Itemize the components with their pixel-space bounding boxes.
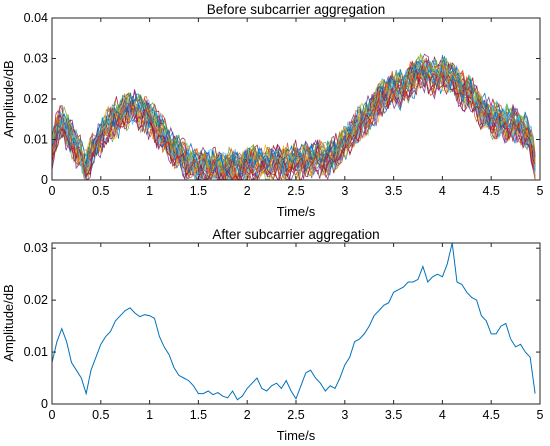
y-tick-label: 0 — [41, 397, 48, 411]
subcarrier-line — [51, 62, 536, 180]
x-tick-label: 0 — [49, 408, 56, 422]
x-tick-label: 1 — [146, 408, 153, 422]
y-tick-label: 0.02 — [24, 293, 48, 307]
x-tick-label: 1.5 — [190, 408, 207, 422]
x-tick-label: 3.5 — [385, 408, 402, 422]
y-axis-label-after: Amplitude/dB — [1, 284, 16, 361]
subcarrier-line — [51, 72, 536, 181]
y-tick-label: 0.04 — [24, 11, 48, 25]
x-tick-label: 2.5 — [287, 408, 304, 422]
x-tick-label: 4.5 — [483, 408, 500, 422]
axis-ticks-before: 0 0.5 1 1.5 2 2.5 3 3.5 4 4.5 5 0 0.01 0.02 0.03 0.04 — [24, 11, 544, 198]
x-tick-label: 2.5 — [287, 184, 304, 198]
x-tick-label: 0 — [49, 184, 56, 198]
x-tick-label: 4.5 — [483, 184, 500, 198]
x-tick-label: 1.5 — [190, 184, 207, 198]
chart-title-after: After subcarrier aggregation — [212, 227, 379, 242]
plot-frame-after — [51, 242, 541, 405]
x-tick-label: 3 — [341, 408, 348, 422]
x-tick-label: 4 — [439, 408, 446, 422]
y-tick-label: 0.02 — [24, 92, 48, 106]
x-tick-label: 4 — [439, 184, 446, 198]
x-tick-label: 0.5 — [92, 184, 109, 198]
x-tick-label: 3.5 — [385, 184, 402, 198]
x-tick-label: 2 — [244, 408, 251, 422]
aggregated-line — [51, 242, 536, 401]
x-tick-label: 5 — [537, 408, 544, 422]
chart-after-aggregation: After subcarrier aggregation 0 0.5 1 1.5 2 2.… — [1, 227, 544, 443]
y-axis-label-before: Amplitude/dB — [1, 60, 16, 137]
aggregated-series-line — [51, 242, 536, 401]
x-tick-label: 0.5 — [92, 408, 109, 422]
multi-subcarrier-lines — [51, 52, 536, 181]
y-tick-label: 0.03 — [24, 52, 48, 66]
y-tick-label: 0.03 — [24, 241, 48, 255]
chart-before-aggregation: Before subcarrier aggregation 0 0.5 1 1.5 2 2… — [1, 2, 544, 219]
x-tick-label: 2 — [244, 184, 251, 198]
axis-ticks-after: 0 0.5 1 1.5 2 2.5 3 3.5 4 4.5 5 0 0.01 0.02 0.03 — [24, 241, 544, 422]
x-tick-label: 1 — [146, 184, 153, 198]
subcarrier-line — [51, 68, 536, 181]
chart-title-before: Before subcarrier aggregation — [207, 2, 386, 17]
x-tick-label: 3 — [341, 184, 348, 198]
x-axis-label-before: Time/s — [277, 204, 316, 219]
y-tick-label: 0.01 — [24, 133, 48, 147]
x-tick-label: 5 — [537, 184, 544, 198]
y-tick-label: 0 — [41, 173, 48, 187]
y-tick-label: 0.01 — [24, 345, 48, 359]
subcarrier-line — [51, 54, 536, 175]
x-axis-label-after: Time/s — [277, 428, 316, 443]
